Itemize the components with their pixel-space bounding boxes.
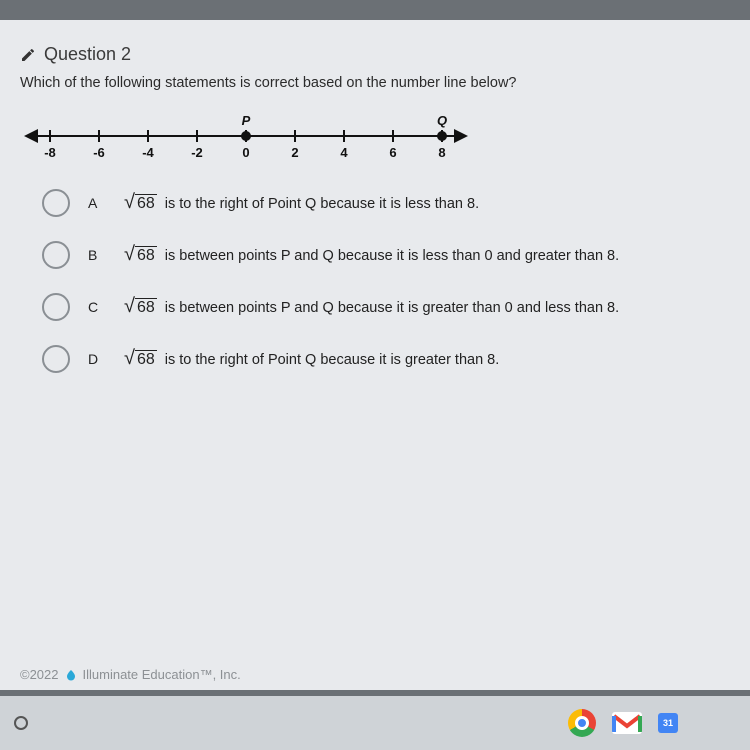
option-text: √68 is to the right of Point Q because i… <box>124 350 499 369</box>
answer-option[interactable]: A √68 is to the right of Point Q because … <box>42 189 730 217</box>
radical-icon: √ <box>124 350 135 366</box>
radical-icon: √ <box>124 246 135 262</box>
gmail-icon[interactable] <box>612 712 642 734</box>
option-statement: is to the right of Point Q because it is… <box>165 352 500 368</box>
answer-option[interactable]: D √68 is to the right of Point Q because … <box>42 345 730 373</box>
option-letter: C <box>88 299 106 315</box>
tick-label: -6 <box>93 145 105 160</box>
tick-label: 0 <box>242 145 249 160</box>
option-text: √68 is between points P and Q because it… <box>124 298 619 317</box>
tick <box>49 130 51 142</box>
system-tray: 31 <box>568 709 678 737</box>
radio-button[interactable] <box>42 189 70 217</box>
question-number: Question 2 <box>44 44 131 65</box>
sqrt-expression: √68 <box>124 350 157 369</box>
footer: ©2022 Illuminate Education™, Inc. <box>20 657 730 682</box>
point-marker <box>241 131 251 141</box>
radicand: 68 <box>135 350 157 369</box>
answer-option[interactable]: C √68 is between points P and Q because i… <box>42 293 730 321</box>
point-label: P <box>242 113 251 128</box>
option-statement: is to the right of Point Q because it is… <box>165 196 479 212</box>
radical-icon: √ <box>124 298 135 314</box>
pencil-icon <box>20 47 36 63</box>
radio-button[interactable] <box>42 345 70 373</box>
radicand: 68 <box>135 298 157 317</box>
tick <box>343 130 345 142</box>
arrow-right-icon <box>454 129 468 143</box>
answer-options: A√68 is to the right of Point Q because … <box>42 189 730 373</box>
option-letter: A <box>88 195 106 211</box>
sqrt-expression: √68 <box>124 194 157 213</box>
tick-label: -4 <box>142 145 154 160</box>
calendar-icon[interactable]: 31 <box>658 713 678 733</box>
option-text: √68 is between points P and Q because it… <box>124 246 619 265</box>
question-prompt: Which of the following statements is cor… <box>20 75 730 91</box>
taskbar: 31 <box>0 696 750 750</box>
sqrt-expression: √68 <box>124 246 157 265</box>
option-statement: is between points P and Q because it is … <box>165 300 619 316</box>
sqrt-expression: √68 <box>124 298 157 317</box>
radio-button[interactable] <box>42 293 70 321</box>
point-marker <box>437 131 447 141</box>
point-label: Q <box>437 113 447 128</box>
number-line: -8-6-4-202468PQ <box>26 117 730 167</box>
option-letter: B <box>88 247 106 263</box>
tick-label: 6 <box>389 145 396 160</box>
tick <box>98 130 100 142</box>
answer-option[interactable]: B √68 is between points P and Q because i… <box>42 241 730 269</box>
radicand: 68 <box>135 194 157 213</box>
radicand: 68 <box>135 246 157 265</box>
copyright-text: ©2022 <box>20 667 59 682</box>
option-text: √68 is to the right of Point Q because i… <box>124 194 479 213</box>
leaf-icon <box>65 669 77 681</box>
option-statement: is between points P and Q because it is … <box>165 248 619 264</box>
tick-label: 8 <box>438 145 445 160</box>
chrome-icon[interactable] <box>568 709 596 737</box>
brand-text: Illuminate Education™, Inc. <box>83 667 241 682</box>
tick-label: 4 <box>340 145 347 160</box>
question-header: Question 2 <box>20 44 730 65</box>
tick-label: 2 <box>291 145 298 160</box>
tick <box>392 130 394 142</box>
tick <box>294 130 296 142</box>
radio-button[interactable] <box>42 241 70 269</box>
option-letter: D <box>88 351 106 367</box>
tick <box>147 130 149 142</box>
tick-label: -8 <box>44 145 56 160</box>
quiz-window: Question 2 Which of the following statem… <box>0 20 750 690</box>
tick-label: -2 <box>191 145 203 160</box>
start-button[interactable] <box>14 716 28 730</box>
tick <box>196 130 198 142</box>
radical-icon: √ <box>124 194 135 210</box>
